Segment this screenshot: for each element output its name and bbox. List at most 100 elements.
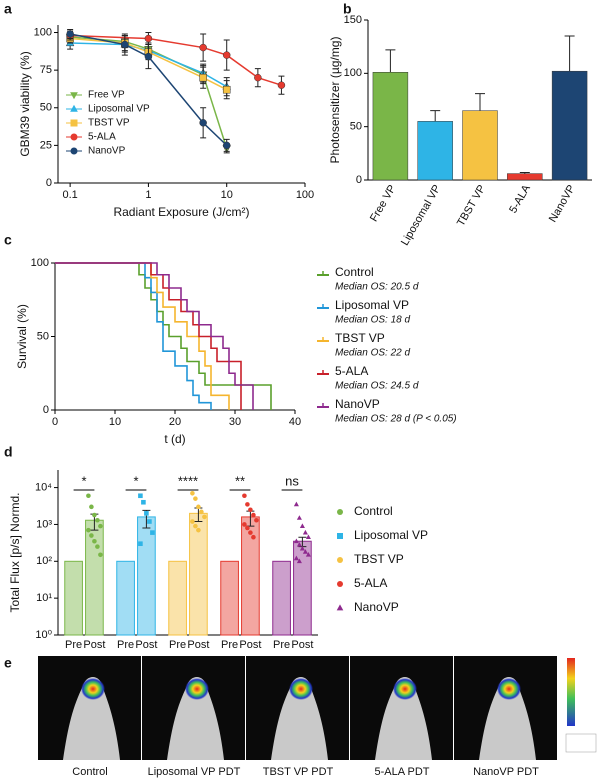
x-axis-label: t (d): [164, 432, 185, 446]
x-tick-label: Post: [239, 639, 261, 651]
y-tick-label: 150: [344, 14, 362, 26]
marker: [150, 530, 155, 535]
marker: [196, 527, 201, 533]
image-caption: NanoVP PDT: [473, 766, 539, 778]
bar: [116, 560, 135, 636]
x-tick-label: 40: [289, 416, 301, 428]
marker: [299, 545, 305, 551]
y-tick-label: 10⁰: [35, 629, 52, 641]
x-tick-label: Post: [187, 639, 209, 651]
y-tick-label: 25: [40, 139, 52, 151]
x-tick-label: Pre: [273, 639, 290, 651]
mouse-body: [167, 677, 224, 760]
image-caption: 5-ALA PDT: [374, 766, 429, 778]
marker: [296, 515, 302, 520]
x-tick-label: 10: [109, 416, 121, 428]
series-line: [70, 34, 282, 86]
legend-label: 5-ALA: [88, 132, 116, 143]
significance-label: ns: [285, 473, 299, 488]
marker: [92, 512, 97, 518]
marker: [302, 529, 308, 535]
legend-label: NanoVP: [354, 600, 399, 614]
x-tick-label: Liposomal VP: [399, 183, 443, 248]
x-axis-label: Radiant Exposure (J/cm²): [113, 205, 249, 219]
marker: [95, 544, 100, 549]
marker: [199, 509, 204, 515]
bar: [507, 173, 543, 181]
marker: [305, 552, 311, 557]
bioluminescence: [393, 678, 417, 700]
color-scale: [567, 658, 575, 726]
y-tick-label: 0: [43, 404, 49, 416]
legend-annotation: Median OS: 22 d: [335, 348, 410, 359]
marker: [242, 493, 247, 499]
marker: [336, 604, 344, 611]
y-tick-label: 50: [37, 330, 49, 342]
panel-label: c: [4, 232, 12, 248]
marker: [293, 538, 299, 544]
y-axis-label: Photosensitizer (µg/mg): [328, 37, 342, 164]
marker: [144, 511, 149, 516]
legend-annotation: Median OS: 18 d: [335, 315, 410, 326]
marker: [66, 30, 74, 38]
legend-label: Free VP: [88, 90, 125, 101]
x-tick-label: 10: [221, 189, 233, 201]
y-axis-label: GBM39 viability (%): [18, 51, 32, 156]
marker: [141, 499, 146, 505]
x-tick-label: 30: [229, 416, 241, 428]
y-tick-label: 50: [350, 121, 362, 133]
bar: [85, 519, 104, 636]
legend-annotation: Median OS: 20.5 d: [335, 282, 419, 293]
y-tick-label: 100: [31, 257, 49, 269]
significance-label: *: [133, 473, 138, 488]
marker: [86, 527, 91, 533]
marker: [293, 555, 299, 561]
legend-label: TBST VP: [88, 118, 130, 129]
y-tick-label: 10¹: [36, 592, 52, 604]
panel-label: d: [4, 444, 13, 460]
bioluminescence: [185, 678, 209, 700]
y-tick-label: 0: [356, 174, 362, 186]
y-tick-label: 0: [46, 177, 52, 189]
marker: [296, 542, 302, 547]
x-tick-label: 100: [296, 189, 314, 201]
image-caption: Control: [72, 766, 107, 778]
marker: [337, 509, 343, 515]
legend-label: NanoVP: [88, 146, 126, 157]
x-tick-label: Free VP: [368, 183, 399, 224]
y-tick-label: 10³: [36, 518, 52, 530]
x-tick-label: Pre: [65, 639, 82, 651]
bioluminescence: [289, 678, 313, 700]
mouse-body: [479, 677, 536, 760]
legend-label: Control: [354, 504, 393, 518]
marker: [193, 523, 198, 529]
scale-box: [565, 733, 597, 753]
bar: [272, 560, 291, 636]
marker: [199, 73, 207, 82]
marker: [190, 519, 195, 524]
marker: [245, 525, 250, 531]
marker: [199, 43, 207, 52]
x-tick-label: Pre: [169, 639, 186, 651]
marker: [70, 104, 78, 112]
y-axis-label: Total Flux [p/s] Normd.: [8, 492, 22, 612]
bioluminescence: [81, 678, 105, 700]
marker: [296, 558, 302, 564]
marker: [138, 493, 143, 499]
marker: [222, 85, 231, 94]
marker: [196, 504, 201, 510]
marker: [248, 507, 253, 513]
marker: [144, 52, 153, 61]
panel-label: e: [4, 655, 12, 671]
marker: [222, 51, 231, 59]
bioluminescence: [497, 678, 521, 700]
x-tick-label: 0: [52, 416, 58, 428]
x-tick-label: 1: [145, 189, 151, 201]
y-tick-label: 100: [344, 67, 362, 79]
bar: [417, 121, 453, 181]
y-tick-label: 10⁴: [35, 481, 52, 493]
mouse-body: [271, 677, 328, 760]
mouse-body: [63, 677, 120, 760]
bar: [372, 72, 409, 181]
marker: [222, 141, 231, 150]
